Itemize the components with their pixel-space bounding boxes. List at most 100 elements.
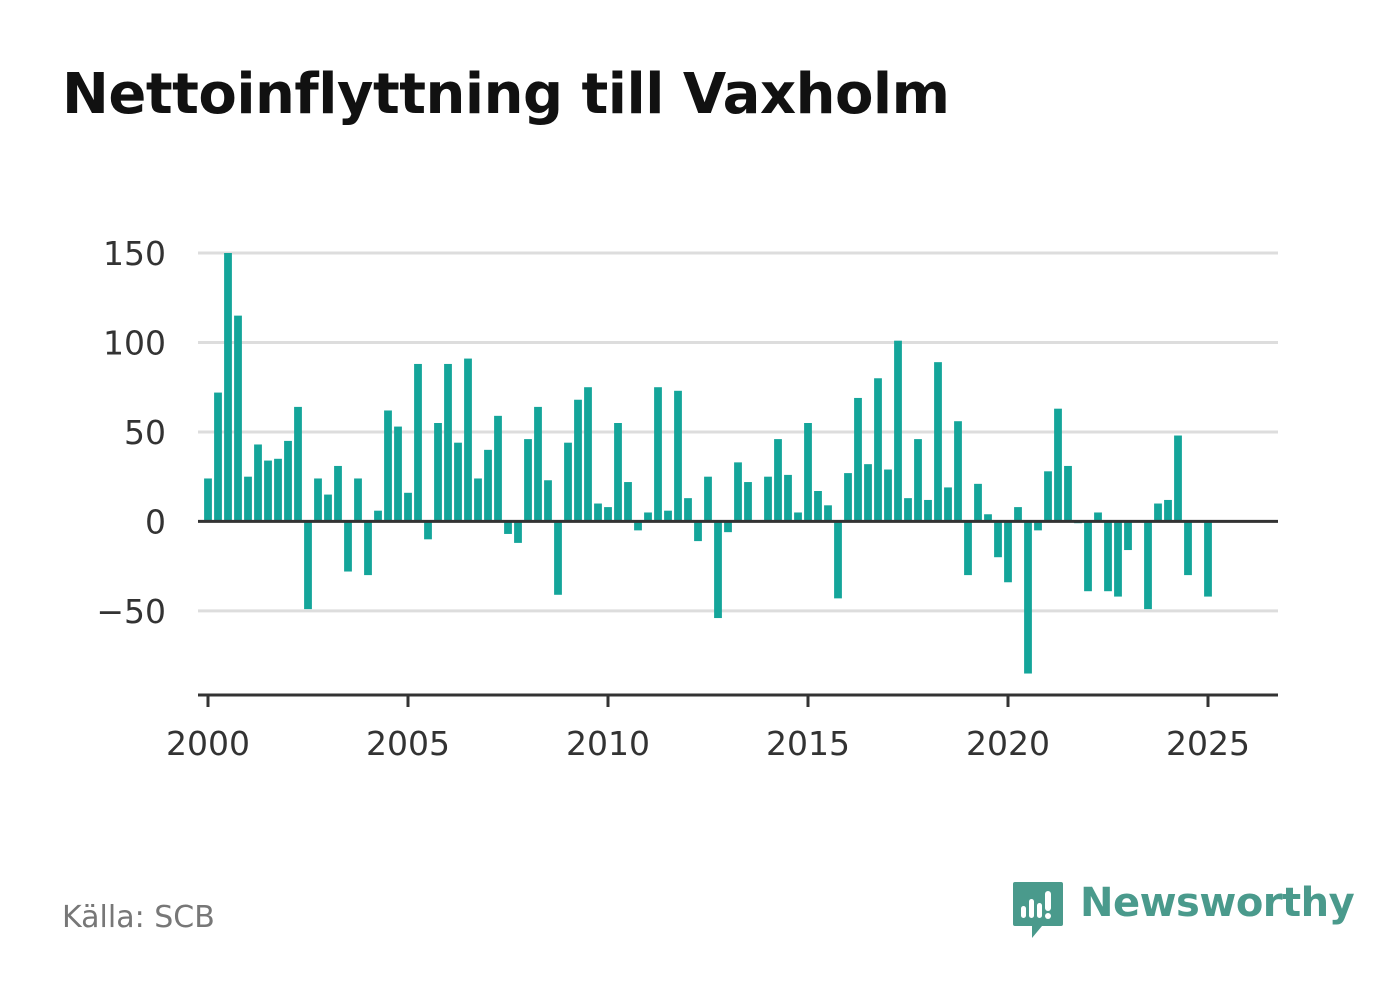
- bar: [704, 476, 712, 522]
- y-tick-label: 100: [103, 323, 166, 362]
- bar: [1174, 435, 1182, 522]
- bar: [874, 378, 882, 522]
- bar: [1184, 521, 1192, 576]
- bar: [384, 410, 392, 522]
- bar: [594, 503, 602, 522]
- bar: [1124, 521, 1132, 551]
- bar: [394, 426, 402, 522]
- bar: [464, 358, 472, 522]
- x-tick-label: 2020: [966, 724, 1050, 763]
- x-tick-label: 2000: [166, 724, 250, 763]
- bar: [364, 521, 372, 576]
- bar: [1014, 507, 1022, 522]
- bar: [684, 498, 692, 522]
- bar: [314, 478, 322, 522]
- bar: [884, 469, 892, 522]
- bar: [254, 444, 262, 522]
- bar: [544, 480, 552, 522]
- bar: [354, 478, 362, 522]
- bar: [424, 521, 432, 540]
- bar: [994, 521, 1002, 558]
- bar: [974, 483, 982, 522]
- bar: [1044, 471, 1052, 522]
- x-tick-label: 2010: [566, 724, 650, 763]
- x-tick-label: 2015: [766, 724, 850, 763]
- bar: [1004, 521, 1012, 583]
- bar: [834, 521, 842, 599]
- bar: [554, 521, 562, 595]
- bar: [804, 423, 812, 522]
- bar: [794, 512, 802, 522]
- bar: [814, 491, 822, 522]
- x-tick-labels: 2000 2005 2010 2015 2020 2025: [166, 724, 1250, 763]
- bar: [1104, 521, 1112, 592]
- bar: [664, 510, 672, 522]
- brand-name: Newsworthy: [1080, 880, 1355, 926]
- bar: [954, 421, 962, 522]
- bar: [1204, 521, 1212, 597]
- y-tick-label: 0: [145, 502, 166, 541]
- bar: [644, 512, 652, 522]
- y-tick-labels: 150 100 50 0 −50: [96, 234, 166, 631]
- x-tick-label: 2005: [366, 724, 450, 763]
- bar: [714, 521, 722, 619]
- bar: [454, 442, 462, 522]
- bar: [474, 478, 482, 522]
- bar: [964, 521, 972, 576]
- bar: [784, 474, 792, 522]
- bar: [334, 465, 342, 522]
- brand-logo[interactable]: Newsworthy: [1012, 878, 1355, 940]
- bar: [514, 521, 522, 543]
- bar: [844, 473, 852, 522]
- bar: [204, 478, 212, 522]
- bar: [214, 392, 222, 522]
- bar: [924, 499, 932, 522]
- bar: [414, 363, 422, 522]
- bar: [864, 464, 872, 522]
- bar: [234, 315, 242, 522]
- axes: [198, 519, 1278, 707]
- bar: [744, 482, 752, 522]
- grid-lines: [198, 251, 1278, 613]
- bar: [1054, 408, 1062, 522]
- bar: [224, 253, 232, 522]
- bar: [1034, 521, 1042, 531]
- bar: [774, 439, 782, 522]
- bar: [1024, 521, 1032, 674]
- bar: [344, 521, 352, 572]
- bar: [634, 521, 642, 531]
- bar: [274, 458, 282, 522]
- bar: [494, 415, 502, 522]
- bar: [904, 498, 912, 522]
- bar: [484, 449, 492, 522]
- bar: [944, 487, 952, 522]
- x-tick-label: 2025: [1166, 724, 1250, 763]
- y-tick-label: 50: [124, 413, 166, 452]
- bar: [324, 494, 332, 522]
- bar: [564, 442, 572, 522]
- source-note: Källa: SCB: [62, 900, 215, 935]
- bars: [204, 253, 1212, 674]
- bar: [1084, 521, 1092, 592]
- bar: [984, 514, 992, 522]
- bar: [624, 482, 632, 522]
- chart-title: Nettoinflyttning till Vaxholm: [62, 62, 950, 127]
- bar: [764, 476, 772, 522]
- bar: [534, 406, 542, 522]
- bar: [1164, 499, 1172, 522]
- bar: [654, 387, 662, 522]
- bar: [1114, 521, 1122, 597]
- bar: [724, 521, 732, 533]
- bar: [1064, 465, 1072, 522]
- bar: [524, 439, 532, 522]
- bar: [574, 399, 582, 522]
- bar: [504, 521, 512, 534]
- bar: [304, 521, 312, 610]
- bar: [434, 423, 442, 522]
- bar: [604, 507, 612, 522]
- bar: [294, 406, 302, 522]
- y-tick-label: 150: [103, 234, 166, 273]
- bar: [854, 397, 862, 522]
- newsworthy-logo-icon: [1013, 882, 1063, 938]
